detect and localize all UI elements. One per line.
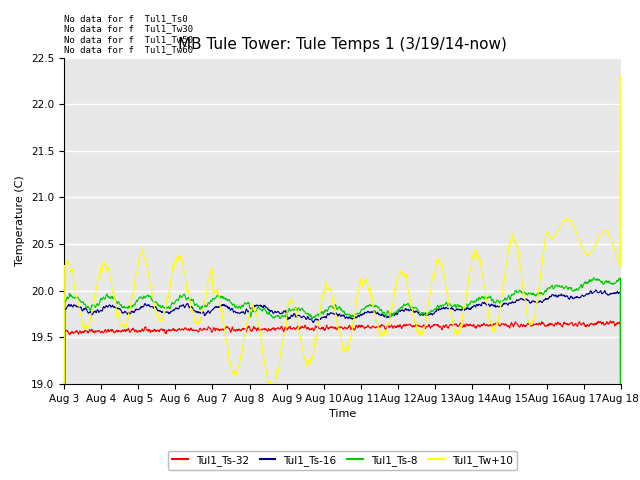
Legend: Tul1_Ts-32, Tul1_Ts-16, Tul1_Ts-8, Tul1_Tw+10: Tul1_Ts-32, Tul1_Ts-16, Tul1_Ts-8, Tul1_… <box>168 451 517 470</box>
X-axis label: Time: Time <box>329 409 356 419</box>
Y-axis label: Temperature (C): Temperature (C) <box>15 175 26 266</box>
Title: MB Tule Tower: Tule Temps 1 (3/19/14-now): MB Tule Tower: Tule Temps 1 (3/19/14-now… <box>178 37 507 52</box>
Text: No data for f  Tul1_Ts0
No data for f  Tul1_Tw30
No data for f  Tul1_Tw50
No dat: No data for f Tul1_Ts0 No data for f Tul… <box>64 14 193 54</box>
